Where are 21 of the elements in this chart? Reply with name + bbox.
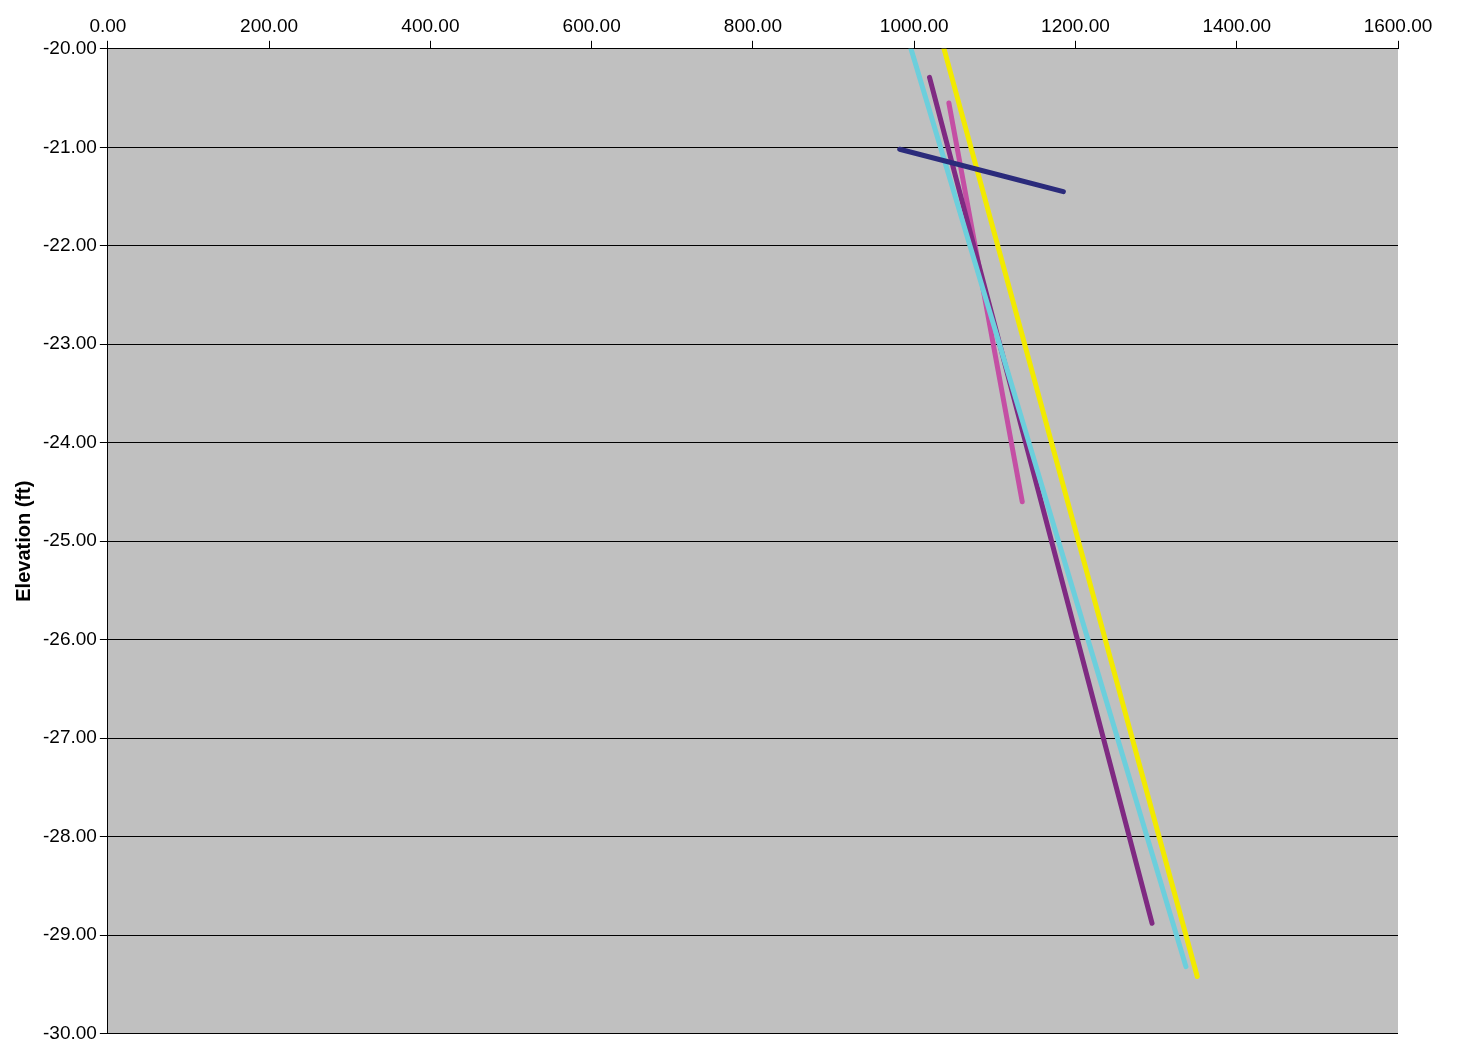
y-tick-label: -30.00 xyxy=(43,1021,97,1043)
x-tick-label: 1400.00 xyxy=(1202,14,1272,36)
x-tick-label: 600.00 xyxy=(562,14,621,36)
y-tick-label: -21.00 xyxy=(43,135,97,157)
x-tick-label: 1200.00 xyxy=(1041,14,1110,36)
y-tick-label: -23.00 xyxy=(43,332,97,354)
x-tick-label: 800.00 xyxy=(723,14,782,36)
x-tick-label: 200.00 xyxy=(240,14,299,36)
y-tick-label: -20.00 xyxy=(43,37,97,59)
y-tick-label: -26.00 xyxy=(43,627,97,649)
y-tick-label: -22.00 xyxy=(43,233,97,255)
x-tick-label: 0.00 xyxy=(89,14,127,36)
x-tick-label: 1600.00 xyxy=(1363,14,1433,36)
y-tick-label: -25.00 xyxy=(43,529,97,551)
y-tick-label: -28.00 xyxy=(43,824,97,846)
y-tick-label: -27.00 xyxy=(43,726,97,748)
x-tick-label: 400.00 xyxy=(401,14,460,36)
y-tick-label: -24.00 xyxy=(43,430,97,452)
x-tick-label: 1000.00 xyxy=(879,14,949,36)
y-tick-label: -29.00 xyxy=(43,923,97,945)
y-axis-title: Elevation (ft) xyxy=(11,480,34,602)
